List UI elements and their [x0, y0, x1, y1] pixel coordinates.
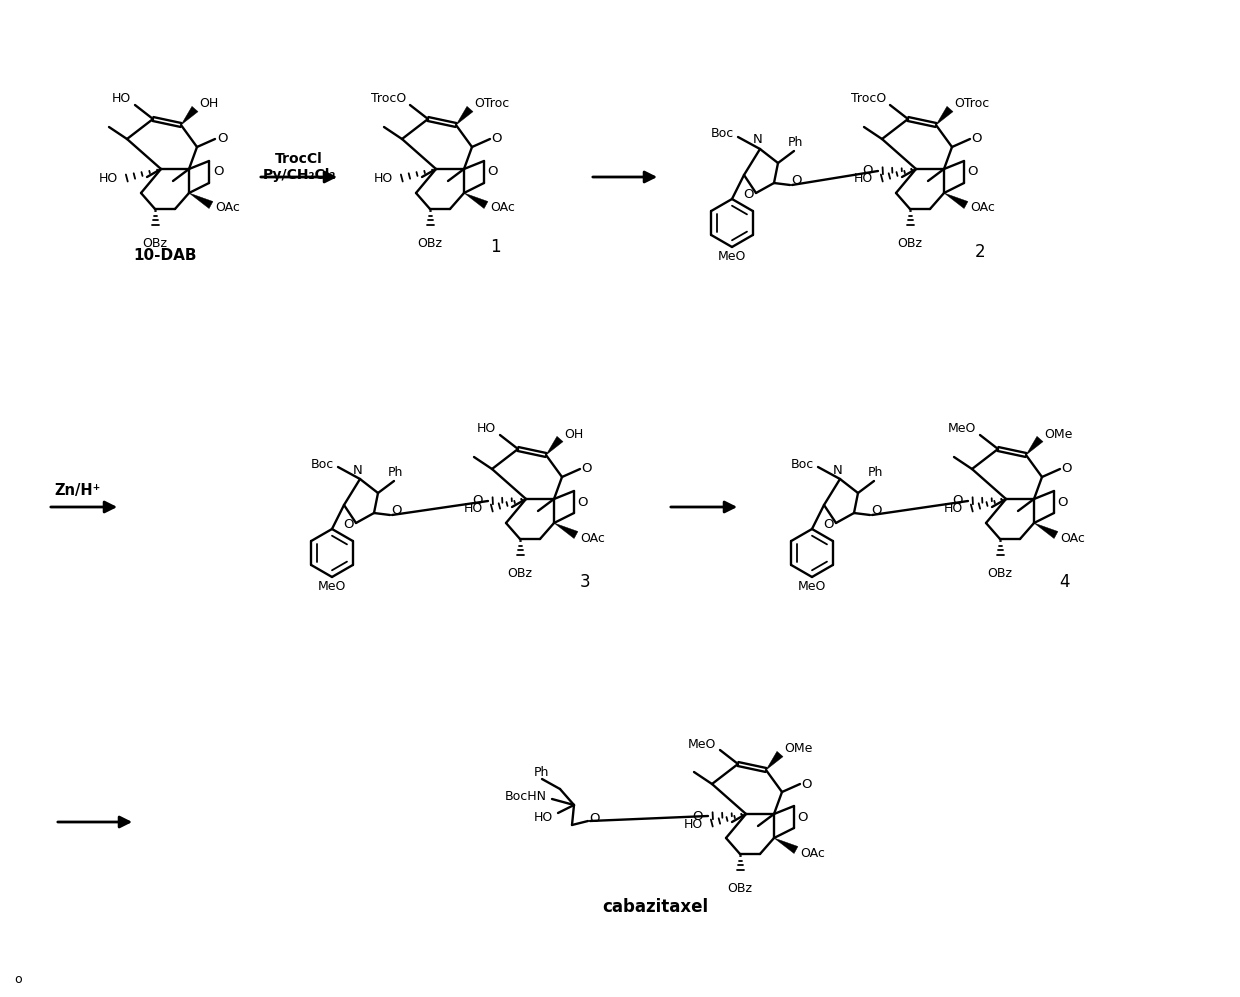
Text: MeO: MeO — [718, 249, 746, 262]
Text: BocHN: BocHN — [505, 791, 547, 804]
Text: HO: HO — [533, 811, 553, 824]
Text: O: O — [972, 133, 982, 146]
Polygon shape — [188, 193, 213, 208]
Text: Ph: Ph — [387, 467, 403, 480]
Text: MeO: MeO — [947, 423, 976, 436]
Text: 2: 2 — [975, 243, 986, 261]
Text: TrocO: TrocO — [371, 93, 405, 106]
Polygon shape — [1034, 523, 1058, 538]
Text: N: N — [833, 464, 843, 477]
Text: N: N — [753, 134, 763, 147]
Text: Zn/H⁺: Zn/H⁺ — [55, 484, 102, 498]
Text: Ph: Ph — [787, 137, 802, 150]
Text: Boc: Boc — [791, 458, 813, 471]
Polygon shape — [554, 523, 578, 538]
Text: 3: 3 — [579, 573, 590, 591]
Text: O: O — [967, 166, 978, 178]
Text: O: O — [792, 174, 802, 187]
Text: O: O — [492, 133, 502, 146]
Text: O: O — [578, 496, 588, 508]
Text: N: N — [353, 464, 363, 477]
Text: O: O — [392, 504, 402, 517]
Text: O: O — [863, 165, 873, 177]
Text: O: O — [692, 810, 703, 823]
Polygon shape — [546, 437, 563, 455]
Text: O: O — [213, 166, 223, 178]
Text: HO: HO — [112, 93, 131, 106]
Text: O: O — [952, 495, 963, 507]
Text: OAc: OAc — [970, 201, 994, 214]
Text: OMe: OMe — [1044, 428, 1073, 441]
Text: OH: OH — [564, 428, 583, 441]
Text: O: O — [342, 518, 353, 531]
Text: 10-DAB: 10-DAB — [133, 247, 197, 262]
Text: O: O — [582, 463, 593, 476]
Polygon shape — [944, 193, 968, 208]
Text: OBz: OBz — [728, 882, 753, 895]
Text: Boc: Boc — [711, 128, 734, 141]
Text: OBz: OBz — [418, 237, 443, 250]
Text: OMe: OMe — [784, 743, 812, 756]
Polygon shape — [766, 752, 782, 770]
Text: O: O — [743, 188, 753, 201]
Text: HO: HO — [854, 172, 873, 185]
Text: MeO: MeO — [688, 738, 715, 751]
Text: O: O — [797, 811, 808, 824]
Text: cabazitaxel: cabazitaxel — [601, 898, 708, 916]
Text: HO: HO — [944, 502, 963, 515]
Text: OTroc: OTroc — [954, 98, 990, 111]
Polygon shape — [464, 193, 487, 208]
Text: OAc: OAc — [580, 531, 605, 544]
Text: HO: HO — [373, 172, 393, 185]
Text: HO: HO — [476, 423, 496, 436]
Polygon shape — [936, 107, 954, 125]
Text: HO: HO — [464, 502, 484, 515]
Text: O: O — [217, 133, 227, 146]
Text: O: O — [472, 495, 484, 507]
Text: OAc: OAc — [490, 201, 515, 214]
Text: OBz: OBz — [507, 567, 532, 580]
Text: OAc: OAc — [215, 201, 239, 214]
Text: TrocO: TrocO — [851, 93, 887, 106]
Text: O: O — [1058, 496, 1068, 508]
Text: Py/CH₂Cl₂: Py/CH₂Cl₂ — [263, 168, 336, 182]
Text: O: O — [487, 166, 498, 178]
Text: O: O — [872, 504, 882, 517]
Polygon shape — [774, 838, 797, 853]
Text: O: O — [590, 812, 600, 825]
Polygon shape — [1025, 437, 1043, 455]
Text: o: o — [14, 972, 22, 985]
Text: O: O — [1061, 463, 1073, 476]
Text: OTroc: OTroc — [474, 98, 510, 111]
Text: OAc: OAc — [800, 846, 825, 859]
Text: O: O — [823, 518, 833, 531]
Text: MeO: MeO — [317, 579, 346, 592]
Text: HO: HO — [99, 172, 118, 185]
Text: HO: HO — [683, 818, 703, 831]
Text: 1: 1 — [490, 238, 500, 256]
Text: Ph: Ph — [533, 766, 548, 779]
Text: OAc: OAc — [1060, 531, 1085, 544]
Text: OBz: OBz — [898, 237, 923, 250]
Polygon shape — [181, 107, 198, 125]
Text: Ph: Ph — [867, 467, 883, 480]
Text: TrocCl: TrocCl — [275, 152, 322, 166]
Text: MeO: MeO — [797, 579, 826, 592]
Text: O: O — [802, 778, 812, 791]
Text: OH: OH — [198, 98, 218, 111]
Text: 4: 4 — [1060, 573, 1070, 591]
Text: OBz: OBz — [987, 567, 1013, 580]
Text: OBz: OBz — [143, 237, 167, 250]
Text: Boc: Boc — [311, 458, 334, 471]
Polygon shape — [456, 107, 472, 125]
